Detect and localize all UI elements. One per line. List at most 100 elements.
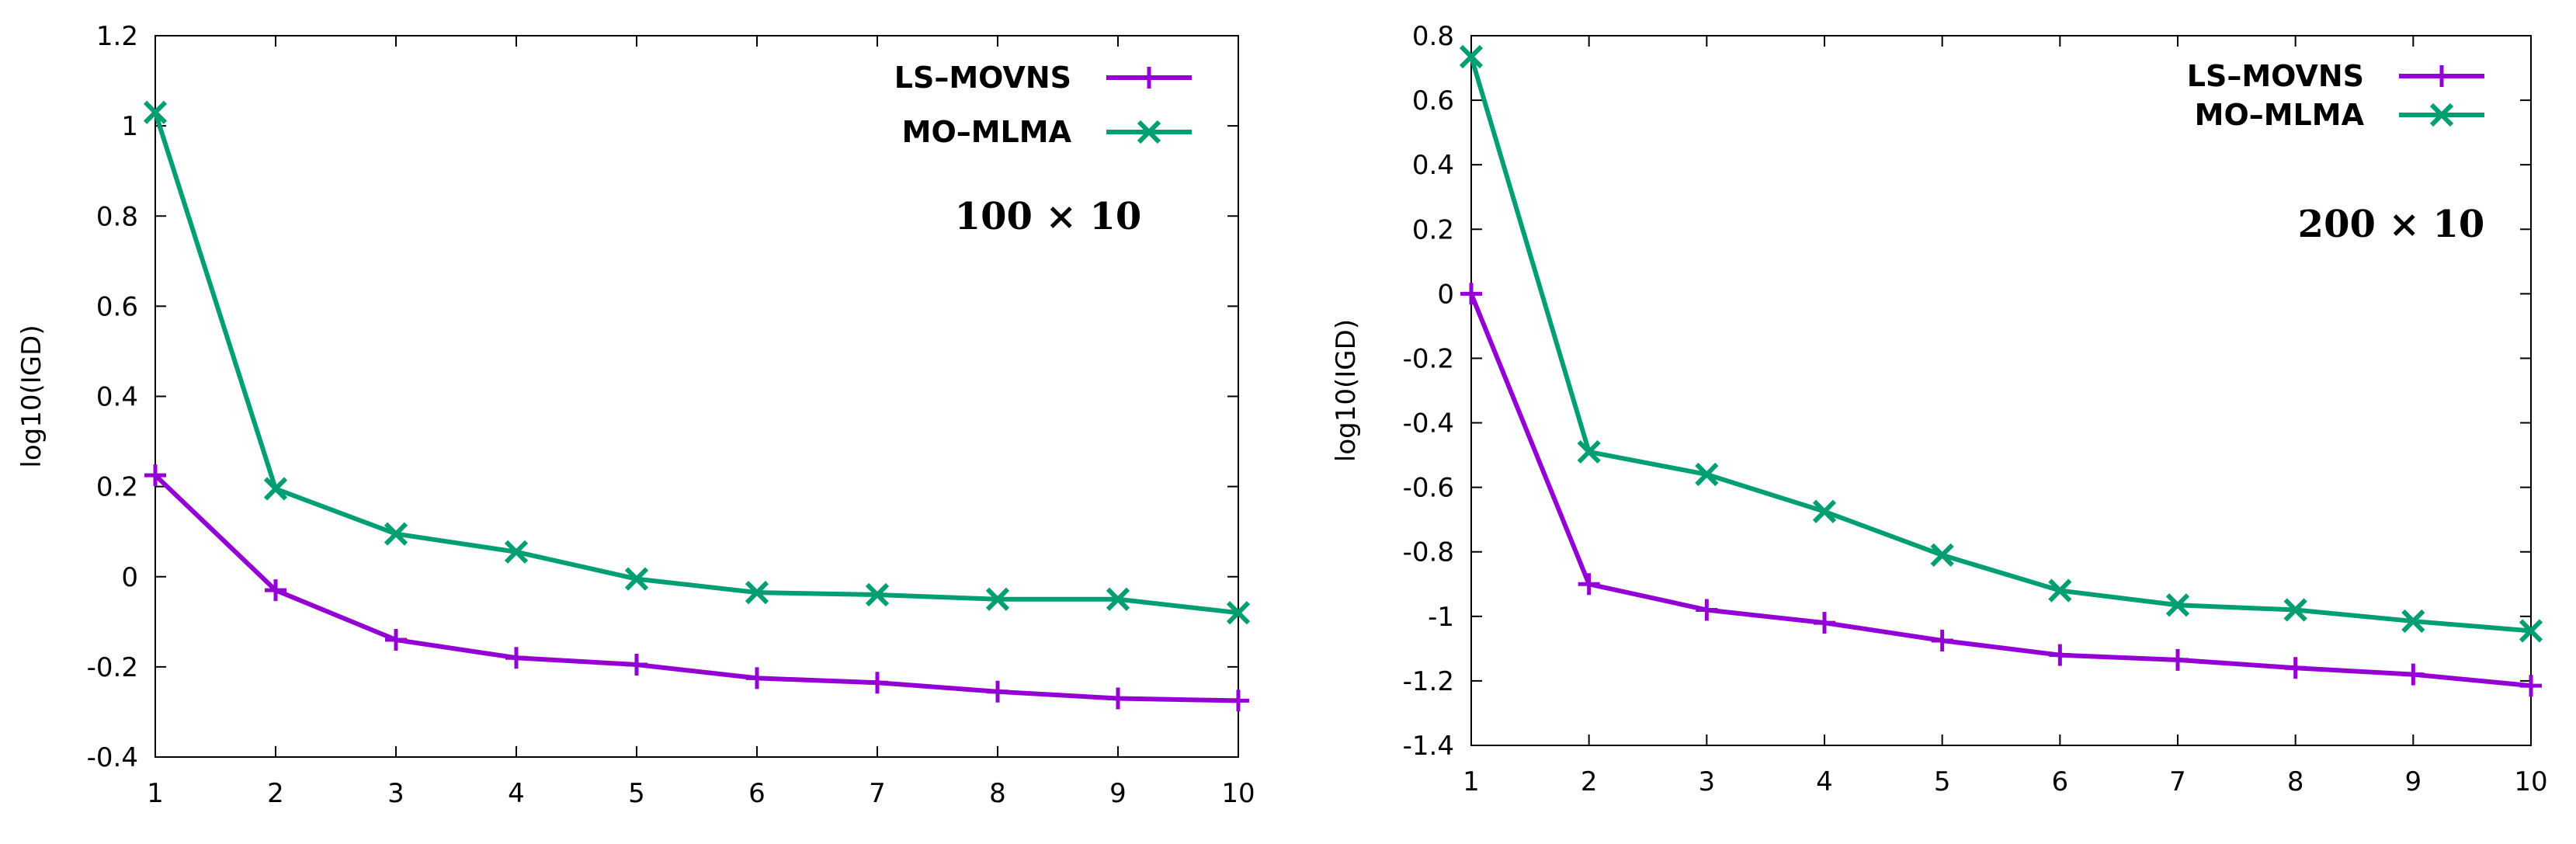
data-point [2049,644,2071,666]
data-point [504,540,529,564]
data-point [1930,543,1954,568]
y-tick-label: 0.2 [1412,214,1454,245]
data-point [746,667,768,689]
x-tick-label: 6 [2052,766,2069,797]
y-tick-label: -0.8 [1403,537,1454,568]
data-point [1226,601,1251,625]
series-line [153,473,1239,703]
x-tick-label: 7 [2169,766,2186,797]
y-tick-label: 0 [1437,279,1454,310]
data-point [745,580,769,605]
plot-frame [154,35,1239,758]
x-tick-label: 5 [628,778,645,809]
data-point [624,567,649,591]
data-point [2519,619,2543,643]
x-tick-label: 2 [267,778,284,809]
size-annotation: 100 × 10 [955,195,1142,238]
data-point [144,464,166,487]
y-tick-label: -0.6 [1403,473,1454,504]
chart-2: -1.4 -1.2 -1 -0.8 -0.6 -0.4 -0.2 0 0.2 0.4 0.6 0.8 1… [1331,21,2548,797]
legend-marker [2431,65,2453,87]
y-tick-label: -0.4 [1403,408,1454,439]
x-tick-label: 4 [508,778,525,809]
data-point [2165,593,2190,617]
data-point [985,587,1010,611]
y-tick-label: 0.4 [1412,150,1454,181]
x-tick-label: 8 [2287,766,2304,797]
data-point [505,647,527,669]
y-tick-label: 0.4 [96,382,138,413]
series-ls-movns: LS–MOVNS [1460,59,2542,697]
data-point [2401,609,2425,634]
legend-label: LS–MOVNS [894,61,1071,95]
data-point [1577,439,1601,464]
series-line [153,111,1239,616]
x-tick-label: 9 [2405,766,2422,797]
x-tick-label: 1 [147,778,164,809]
series-ls-movns: LS–MOVNS [144,61,1249,712]
y-tick-label: 0.8 [1412,21,1454,52]
x-tick-label: 3 [1699,766,1716,797]
y-tick-label: -0.4 [87,742,138,773]
y-tick-label: 0.6 [96,291,138,322]
legend-label: MO–MLMA [2195,98,2365,132]
x-tick-label: 7 [869,778,886,809]
y-tick-label: 0.8 [96,201,138,232]
data-point [1814,612,1835,634]
data-point [384,522,408,546]
data-point [865,582,890,607]
legend-marker [2429,102,2454,127]
y-tick-label: -1 [1428,602,1454,633]
data-point [626,653,647,676]
y-tick-label: -0.2 [87,652,138,683]
data-point [1106,587,1130,611]
data-point [1812,499,1837,523]
data-point [1931,629,1953,651]
data-point [2167,648,2189,671]
data-point [385,629,407,651]
data-point [2283,598,2307,622]
x-tick-label: 10 [1221,778,1255,809]
x-tick-label: 5 [1934,766,1951,797]
data-point [1696,599,1718,621]
series-mo-mlma: MO–MLMA [1459,44,2543,643]
data-point [1460,283,1482,305]
x-tick-label: 2 [1581,766,1598,797]
x-tick-label: 3 [387,778,404,809]
plot-frame [1470,35,2532,746]
data-point [1695,462,1719,487]
series-line [1469,293,2532,689]
legend-marker [1138,67,1160,89]
series-mo-mlma: MO–MLMA [143,100,1251,625]
data-point [1107,687,1129,710]
legend-marker [1137,120,1161,144]
data-point [1459,44,1484,69]
data-point [987,680,1009,703]
data-point [265,579,286,602]
y-axis-label: log10(IGD) [16,325,47,467]
data-point [866,672,888,694]
data-point [2402,663,2425,686]
x-tick-label: 10 [2514,766,2547,797]
y-tick-label: 1 [121,111,138,142]
data-point [1578,573,1600,596]
y-tick-label: -1.4 [1403,731,1454,762]
x-tick-label: 9 [1109,778,1127,809]
y-tick-label: 0.2 [96,472,138,503]
legend-label: MO–MLMA [902,115,1072,149]
series-line [1469,56,2532,634]
x-tick-label: 4 [1816,766,1833,797]
y-tick-label: 0 [121,562,138,593]
data-point [263,477,288,501]
y-tick-label: 0.6 [1412,85,1454,116]
y-axis-label: log10(IGD) [1331,319,1362,462]
x-tick-label: 6 [748,778,766,809]
data-point [2048,578,2072,603]
data-point [143,100,168,124]
y-tick-label: -1.2 [1403,666,1454,697]
data-point [1227,689,1249,712]
x-tick-label: 1 [1463,766,1480,797]
data-point [2284,657,2307,679]
data-point [2520,675,2542,697]
x-tick-label: 8 [989,778,1006,809]
